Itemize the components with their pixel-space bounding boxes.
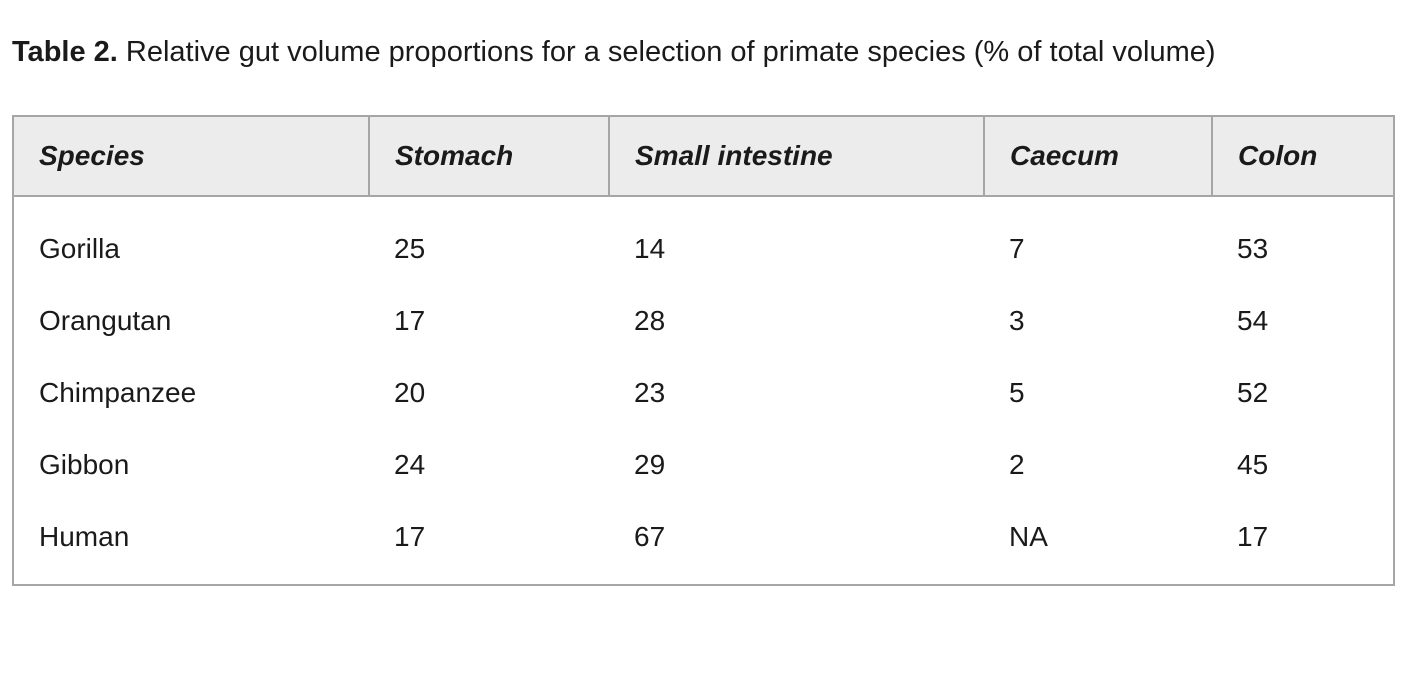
cell-colon: 53 (1237, 233, 1269, 264)
cell-stomach: 17 (394, 305, 426, 336)
gut-volume-table: Species Stomach Small intestine Caecum C… (12, 115, 1395, 586)
table-caption: Table 2. Relative gut volume proportions… (12, 26, 1322, 79)
column-header-small-intestine: Small intestine (609, 116, 985, 197)
cell-colon: 52 (1237, 377, 1269, 408)
column-header-caecum: Caecum (984, 116, 1213, 197)
table-header-row: Species Stomach Small intestine Caecum C… (13, 116, 1394, 197)
table-row-gorilla: Gorilla 25 14 7 53 (13, 196, 1394, 285)
cell-caecum: 2 (1009, 449, 1025, 480)
table-row-gibbon: Gibbon 24 29 2 45 (13, 429, 1394, 501)
cell-small-intestine: 29 (634, 449, 666, 480)
cell-species: Orangutan (39, 305, 172, 336)
table-row-orangutan: Orangutan 17 28 3 54 (13, 285, 1394, 357)
cell-stomach: 25 (394, 233, 426, 264)
column-header-species: Species (13, 116, 370, 197)
cell-colon: 54 (1237, 305, 1269, 336)
cell-species: Human (39, 521, 130, 552)
cell-small-intestine: 14 (634, 233, 666, 264)
page: Table 2. Relative gut volume proportions… (0, 26, 1412, 586)
table-row-chimpanzee: Chimpanzee 20 23 5 52 (13, 357, 1394, 429)
cell-caecum: NA (1009, 521, 1048, 552)
cell-stomach: 17 (394, 521, 426, 552)
column-header-stomach: Stomach (369, 116, 610, 197)
cell-caecum: 5 (1009, 377, 1025, 408)
table-row-human: Human 17 67 NA 17 (13, 501, 1394, 585)
cell-small-intestine: 23 (634, 377, 666, 408)
cell-colon: 17 (1237, 521, 1269, 552)
cell-stomach: 24 (394, 449, 426, 480)
cell-caecum: 7 (1009, 233, 1025, 264)
table-caption-text: Relative gut volume proportions for a se… (125, 36, 1216, 68)
cell-colon: 45 (1237, 449, 1269, 480)
cell-species: Gorilla (39, 233, 120, 264)
cell-small-intestine: 67 (634, 521, 666, 552)
cell-species: Chimpanzee (39, 377, 197, 408)
cell-caecum: 3 (1009, 305, 1025, 336)
table-caption-label: Table 2. (12, 36, 118, 68)
cell-stomach: 20 (394, 377, 426, 408)
cell-small-intestine: 28 (634, 305, 666, 336)
cell-species: Gibbon (39, 449, 130, 480)
column-header-colon: Colon (1212, 116, 1394, 197)
